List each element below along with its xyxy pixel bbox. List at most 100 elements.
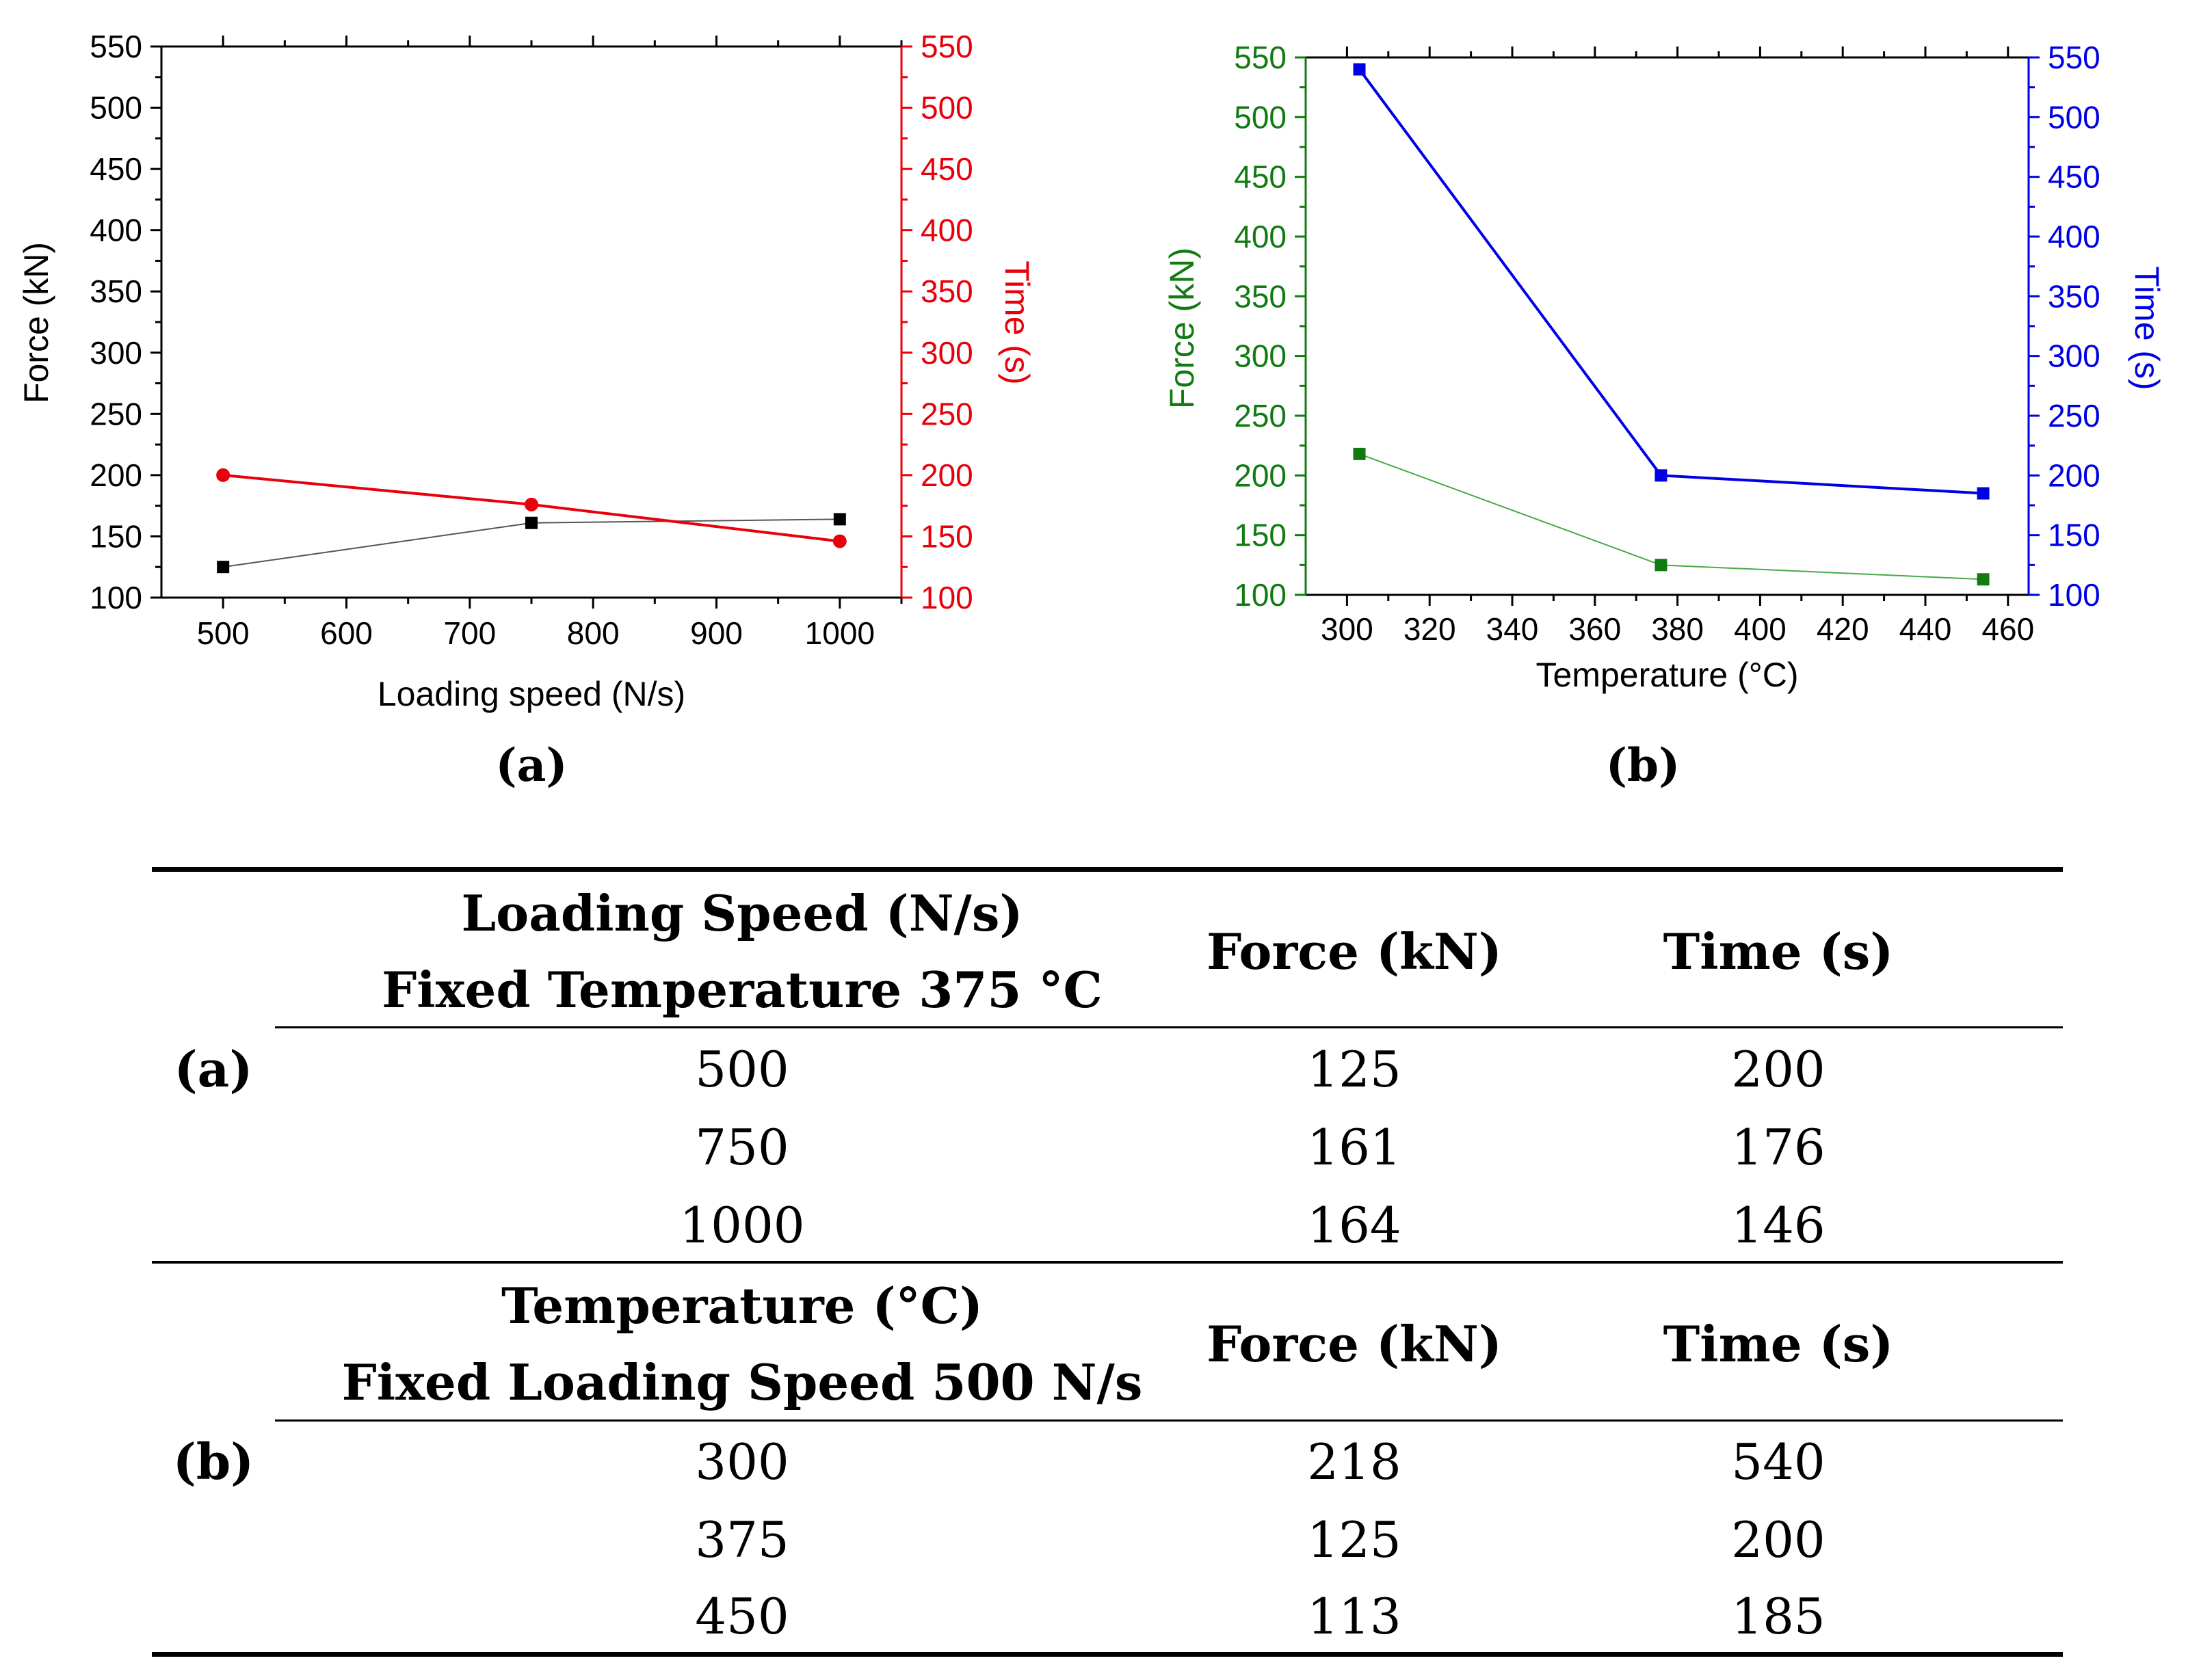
section-b-time-header: Time (s) — [1663, 1315, 1894, 1373]
charts-canvas: 500 600 700 800 900 1000 100 100 150 150 200 200 250… — [17, 29, 2166, 792]
panel-b-time-point — [1977, 487, 1990, 500]
panel-a-x-tick-label: 1000 — [805, 615, 875, 651]
table-cell: 375 — [695, 1511, 789, 1569]
table-cell: 146 — [1731, 1197, 1825, 1254]
panel-a-force-point — [217, 561, 230, 574]
panel-b-y-right-tick-label: 400 — [2048, 219, 2100, 254]
panel-b-y-left-tick-label: 450 — [1234, 159, 1287, 195]
panel-b-y-left-tick-label: 100 — [1234, 577, 1287, 613]
panel-b-force-point — [1353, 447, 1366, 460]
panel-b-x-tick-label: 420 — [1817, 611, 1869, 647]
panel-a-x-tick-label: 900 — [690, 615, 743, 651]
panel-a-y-left-tick-label: 250 — [90, 396, 142, 431]
panel-a-y-right-label: Time (s) — [998, 261, 1036, 384]
section-b-subrule — [275, 1419, 2063, 1422]
table-cell: 125 — [1307, 1041, 1401, 1098]
panel-a-x-tick-label: 500 — [197, 615, 250, 651]
panel-a-x-tick-label: 600 — [320, 615, 373, 651]
table-cell: 750 — [695, 1119, 789, 1176]
panel-b-x-tick-label: 340 — [1486, 611, 1539, 647]
panel-b-y-right-tick-label: 550 — [2048, 40, 2100, 75]
panel-b-time-point — [1353, 63, 1366, 76]
table-bottom-rule — [152, 1652, 2063, 1657]
section-divider-rule — [152, 1261, 2063, 1264]
panel-b-time-point — [1655, 469, 1668, 482]
panel-b-y-left-label: Force (kN) — [1163, 248, 1201, 409]
section-a-header-line2: Fixed Temperature 375 °C — [382, 961, 1103, 1019]
panel-a-y-left-tick-label: 150 — [90, 518, 142, 554]
panel-b-x-tick-label: 300 — [1321, 611, 1373, 647]
panel-b-caption: (b) — [1606, 738, 1680, 792]
panel-b-y-right-tick-label: 150 — [2048, 518, 2100, 553]
panel-b-y-right-tick-label: 300 — [2048, 338, 2100, 374]
panel-b-y-left-tick-label: 300 — [1234, 338, 1287, 374]
panel-b-force-point — [1977, 573, 1990, 586]
panel-b-y-left-tick-label: 550 — [1234, 40, 1287, 75]
panel-a-y-left-tick-label: 450 — [90, 151, 142, 187]
panel-b-y-left-tick-label: 500 — [1234, 99, 1287, 135]
panel-b-y-right-tick-label: 500 — [2048, 99, 2100, 135]
panel-b-y-right-tick-label: 200 — [2048, 457, 2100, 493]
table-top-rule — [152, 867, 2063, 872]
table-cell: 200 — [1731, 1041, 1825, 1098]
table-cell: 125 — [1307, 1511, 1401, 1569]
panel-b-y-right-tick-label: 250 — [2048, 398, 2100, 434]
panel-a-y-right-tick-label: 100 — [921, 580, 973, 615]
panel-b-y-right-tick-label: 450 — [2048, 159, 2100, 195]
table-cell: 218 — [1307, 1433, 1401, 1491]
panel-a-time-point — [832, 534, 847, 548]
panel-a-caption: (a) — [495, 738, 567, 792]
panel-a-y-right-tick-label: 500 — [921, 90, 973, 126]
section-a-header-line1: Loading Speed (N/s) — [461, 884, 1023, 942]
table-cell: 200 — [1731, 1511, 1825, 1569]
section-b-label: (b) — [172, 1432, 254, 1491]
panel-a-y-right-tick-label: 350 — [921, 274, 973, 309]
panel-a-y-left-tick-label: 350 — [90, 274, 142, 309]
table-cell: 500 — [695, 1041, 789, 1098]
panel-b-x-tick-label: 440 — [1899, 611, 1952, 647]
section-a-time-header: Time (s) — [1663, 922, 1894, 981]
table-cell: 113 — [1307, 1588, 1401, 1645]
panel-b-x-axis-label: Temperature (°C) — [1536, 656, 1799, 694]
panel-a-y-left-tick-label: 550 — [90, 29, 142, 64]
panel-b-y-right-label: Time (s) — [2128, 266, 2166, 390]
panel-a-y-left-tick-label: 100 — [90, 580, 142, 615]
table-cell: 450 — [695, 1588, 789, 1645]
panel-b-y-left-tick-label: 400 — [1234, 219, 1287, 254]
table-cell: 300 — [695, 1433, 789, 1491]
section-a-subrule — [275, 1026, 2063, 1028]
panel-b-y-left-tick-label: 150 — [1234, 518, 1287, 553]
panel-a-y-left-label: Force (kN) — [17, 242, 55, 403]
panel-a-y-right-tick-label: 450 — [921, 151, 973, 187]
panel-b-x-tick-label: 460 — [1981, 611, 2034, 647]
section-b-header-line1: Temperature (°C) — [501, 1277, 983, 1335]
panel-b-y-left-tick-label: 200 — [1234, 457, 1287, 493]
panel-a-y-right-tick-label: 250 — [921, 396, 973, 431]
panel-a-y-left-tick-label: 300 — [90, 335, 142, 371]
panel-a-x-axis-label: Loading speed (N/s) — [378, 675, 685, 713]
panel-a-time-point — [525, 497, 538, 511]
table-cell: 164 — [1307, 1197, 1401, 1254]
panel-b-x-tick-label: 380 — [1651, 611, 1704, 647]
table-cell: 1000 — [679, 1197, 805, 1254]
table-cell: 540 — [1731, 1433, 1825, 1491]
panel-b-x-tick-label: 320 — [1403, 611, 1456, 647]
panel-a-x-tick-label: 700 — [443, 615, 496, 651]
panel-a-y-left-tick-label: 500 — [90, 90, 142, 126]
section-a-force-header: Force (kN) — [1207, 922, 1502, 981]
panel-a-y-right-tick-label: 400 — [921, 213, 973, 248]
panel-a-force-point — [525, 516, 538, 529]
panel-a-y-left-tick-label: 400 — [90, 213, 142, 248]
panel-a-force-point — [833, 513, 846, 526]
panel-b-force-point — [1655, 559, 1668, 572]
panel-a-y-right-tick-label: 550 — [921, 29, 973, 64]
panel-b-x-tick-label: 360 — [1568, 611, 1621, 647]
panel-b-y-right-tick-label: 350 — [2048, 278, 2100, 314]
panel-a-x-tick-label: 800 — [567, 615, 620, 651]
panel-a-y-left-tick-label: 200 — [90, 457, 142, 493]
section-a-label: (a) — [174, 1040, 253, 1098]
panel-a-y-right-tick-label: 300 — [921, 335, 973, 371]
table-cell: 161 — [1307, 1119, 1401, 1176]
panel-a-time-point — [216, 468, 230, 482]
